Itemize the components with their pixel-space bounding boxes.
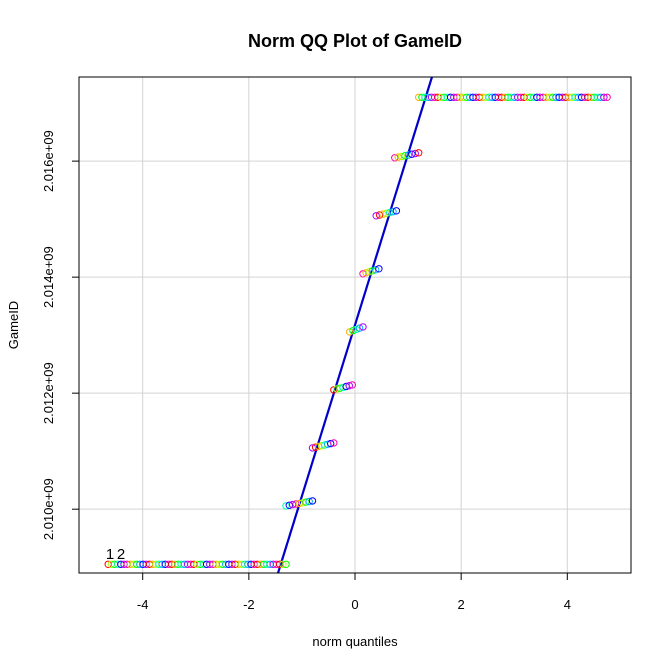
y-tick-label: 2.016e+09 — [41, 130, 56, 192]
qq-point — [288, 500, 297, 509]
x-axis-ticks: -4 -2 0 2 4 — [137, 573, 571, 612]
point-label-1: 1 — [106, 546, 114, 563]
x-tick-label: 4 — [564, 597, 571, 612]
qq-point — [372, 212, 380, 220]
qq-point — [355, 324, 364, 332]
qq-point — [375, 265, 383, 273]
qq-point — [375, 211, 384, 219]
x-tick-label: -4 — [137, 597, 149, 612]
y-axis-ticks: 2.010e+09 2.012e+09 2.014e+09 2.016e+09 — [41, 130, 79, 540]
grid-lines — [79, 77, 631, 573]
qq-point — [362, 269, 370, 277]
qq-point — [392, 207, 401, 215]
x-axis-label: norm quantiles — [312, 634, 398, 649]
qq-point — [372, 266, 380, 274]
qq-point — [330, 439, 338, 447]
qq-point — [365, 268, 373, 276]
qq-point — [408, 150, 416, 158]
qq-point — [279, 560, 287, 568]
reference-line — [276, 76, 434, 574]
qq-reference-line — [276, 76, 434, 574]
x-tick-label: 2 — [458, 597, 465, 612]
qq-point — [348, 381, 356, 389]
qq-point — [394, 153, 402, 161]
qq-point — [391, 154, 399, 162]
y-tick-label: 2.012e+09 — [41, 362, 56, 424]
qq-point — [386, 208, 394, 217]
qq-point — [401, 152, 409, 160]
data-points — [104, 93, 611, 568]
qq-point — [349, 326, 357, 335]
qq-point — [382, 209, 390, 218]
qq-point — [368, 267, 377, 275]
qq-point — [600, 93, 608, 102]
qq-point — [345, 382, 353, 390]
qq-point — [415, 149, 423, 157]
chart-title: Norm QQ Plot of GameID — [248, 31, 462, 51]
qq-point — [352, 325, 360, 334]
qq-point — [359, 323, 367, 331]
qq-point — [397, 152, 406, 161]
qq-point — [379, 210, 387, 218]
qq-point — [389, 208, 397, 216]
qq-point — [411, 149, 419, 158]
y-tick-label: 2.014e+09 — [41, 246, 56, 308]
qq-point — [327, 439, 335, 448]
x-tick-label: 0 — [351, 597, 358, 612]
y-tick-label: 2.010e+09 — [41, 478, 56, 540]
qq-point — [285, 501, 293, 509]
qq-point — [305, 497, 313, 506]
qq-point — [282, 560, 290, 568]
y-axis-label: GameID — [6, 301, 21, 349]
qq-point — [404, 151, 413, 159]
point-label-2: 2 — [117, 546, 125, 563]
qq-point — [308, 497, 317, 505]
qq-point — [603, 93, 611, 102]
x-tick-label: -2 — [243, 597, 255, 612]
qq-point — [346, 328, 354, 336]
